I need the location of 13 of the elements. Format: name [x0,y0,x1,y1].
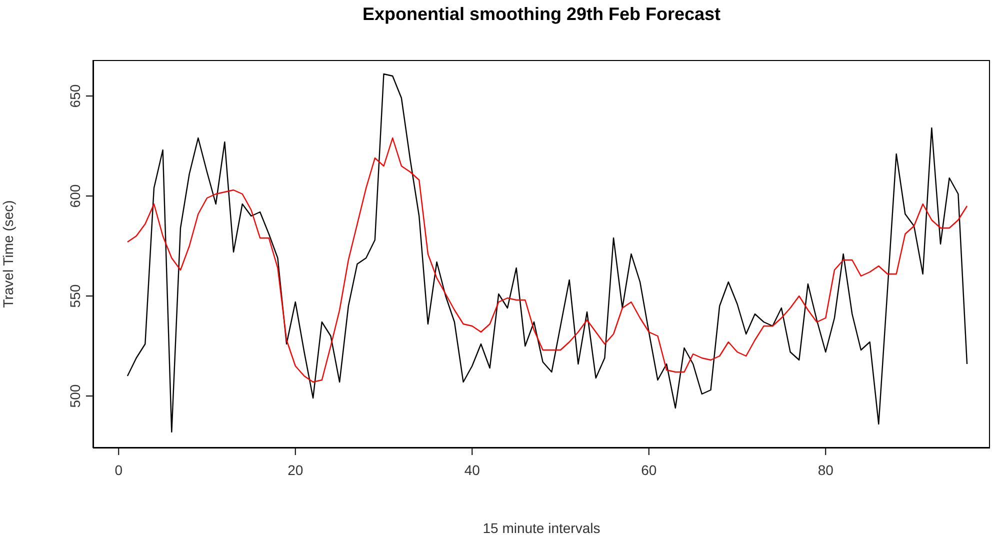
line-series [126,137,968,383]
x-tick-label: 80 [818,462,834,478]
x-tick-label: 20 [288,462,304,478]
x-tick-label: 40 [464,462,480,478]
x-tick-label: 60 [641,462,657,478]
x-tick-label: 0 [114,462,123,478]
y-tick-label: 550 [67,284,83,308]
y-tick-label: 500 [67,384,83,408]
x-axis-title: 15 minute intervals [482,520,600,535]
chart-title: Exponential smoothing 29th Feb Forecast [361,4,722,25]
y-tick-label: 650 [67,84,83,108]
y-axis-title: Travel Time (sec) [0,200,16,308]
y-tick-label: 600 [67,184,83,208]
